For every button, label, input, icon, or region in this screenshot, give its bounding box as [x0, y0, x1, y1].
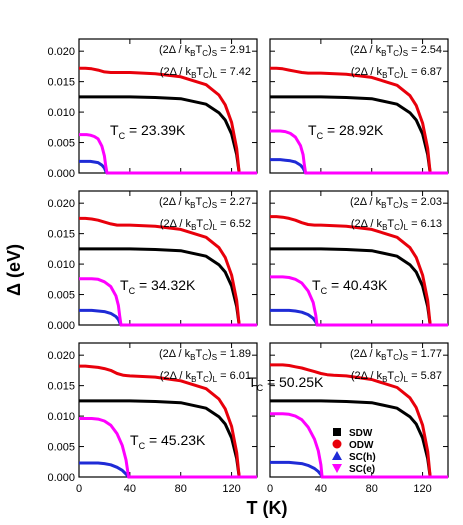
ratio-s-label: (2Δ / kBTC)S = 2.91: [159, 44, 251, 58]
ratio-l-label: (2Δ / kBTC)L = 6.01: [160, 370, 251, 384]
legend-label: SC(h): [349, 452, 376, 463]
legend-marker-sdw: [333, 428, 341, 436]
panel-6: 0 40 80 120 (2Δ / kBTC)S = 1.77 (2Δ / kBTC)L …: [248, 342, 449, 495]
ratio-l-label: (2Δ / kBTC)L = 7.42: [160, 66, 251, 80]
x-tick-label: 120: [222, 483, 240, 495]
ratio-s-label: (2Δ / kBTC)S = 2.03: [350, 196, 442, 210]
series-line-odw: [79, 66, 241, 174]
y-tick-label: 0.010: [47, 107, 75, 119]
legend-label: ODW: [349, 440, 374, 451]
y-tick-label: 0.005: [47, 290, 75, 302]
ratio-l-label: (2Δ / kBTC)L = 6.87: [351, 66, 442, 80]
x-tick-label: 0: [267, 483, 273, 495]
y-axis-label: Δ (eV): [4, 244, 24, 296]
series-line-sdw: [79, 399, 241, 478]
legend-label: SC(e): [349, 464, 375, 475]
tc-label: TC = 50.25K: [248, 374, 324, 393]
y-tick-label: 0.020: [47, 46, 75, 58]
panel-frame: [269, 38, 449, 174]
y-tick-label: 0.020: [47, 350, 75, 362]
y-tick-label: 0.000: [47, 168, 75, 180]
series-line-odw: [270, 215, 432, 326]
ratio-l-label: (2Δ / kBTC)L = 5.87: [351, 370, 442, 384]
tc-label: TC = 23.39K: [110, 122, 186, 141]
tc-label: TC = 45.23K: [130, 432, 206, 451]
ratio-s-label: (2Δ / kBTC)S = 2.54: [350, 44, 442, 58]
panel-frame: [78, 190, 258, 326]
panel-frame: [78, 342, 258, 478]
series-line-odw: [79, 216, 241, 326]
series-line-sch: [79, 461, 257, 479]
legend-marker-sch: [332, 451, 342, 460]
x-tick-label: 40: [315, 483, 327, 495]
ratio-s-label: (2Δ / kBTC)S = 2.27: [159, 196, 251, 210]
ratio-l-label: (2Δ / kBTC)L = 6.13: [351, 218, 442, 232]
legend-marker-sce: [332, 464, 342, 473]
ratio-s-label: (2Δ / kBTC)S = 1.89: [159, 348, 251, 362]
series-line-sch: [270, 158, 448, 175]
y-tick-label: 0.015: [47, 229, 75, 241]
panel-3: 0.000 0.005 0.010 0.015 0.020 (2Δ / kBTC)S = …: [47, 190, 258, 332]
y-tick-label: 0.015: [47, 381, 75, 393]
series-line-sce: [79, 417, 257, 479]
panels: 0.000 0.005 0.010 0.015 0.020 (2Δ / kBTC)S = …: [47, 38, 449, 495]
series-line-odw: [270, 66, 432, 174]
y-tick-label: 0.010: [47, 411, 75, 423]
x-tick-label: 120: [413, 483, 431, 495]
series-line-sdw: [270, 95, 432, 174]
x-tick-label: 40: [124, 483, 136, 495]
panel-1: 0.000 0.005 0.010 0.015 0.020 (2Δ / kBTC)S = …: [47, 38, 258, 180]
series-line-sdw: [79, 247, 241, 326]
series-line-sce: [270, 275, 448, 327]
y-tick-label: 0.000: [47, 472, 75, 484]
panel-frame: [78, 38, 258, 174]
y-tick-label: 0.020: [47, 198, 75, 210]
series-line-sdw: [79, 95, 241, 174]
x-tick-label: 0: [76, 483, 82, 495]
y-tick-label: 0.005: [47, 138, 75, 150]
panel-5: 0.000 0.005 0.010 0.015 0.020 0 40 80 120 (2Δ / k…: [47, 342, 258, 495]
y-tick-label: 0.015: [47, 77, 75, 89]
series-line-sch: [270, 308, 448, 327]
panel-4: (2Δ / kBTC)S = 2.03 (2Δ / kBTC)L = 6.13 TC…: [269, 190, 449, 327]
legend-label: SDW: [349, 428, 373, 439]
y-tick-label: 0.000: [47, 320, 75, 332]
x-tick-label: 80: [175, 483, 187, 495]
series-line-sch: [79, 308, 257, 327]
series-line-odw: [270, 363, 432, 478]
y-tick-label: 0.010: [47, 259, 75, 271]
series-line-sdw: [270, 247, 432, 326]
ratio-l-label: (2Δ / kBTC)L = 6.52: [160, 218, 251, 232]
series-line-sce: [79, 277, 257, 327]
series-line-sce: [79, 133, 257, 175]
panel-frame: [269, 190, 449, 326]
tc-label: TC = 34.32K: [120, 277, 196, 296]
y-tick-label: 0.005: [47, 442, 75, 454]
x-axis-label: T (K): [247, 498, 288, 518]
series-line-sce: [270, 129, 448, 175]
panel-2: (2Δ / kBTC)S = 2.54 (2Δ / kBTC)L = 6.87 TC…: [269, 38, 449, 175]
ratio-s-label: (2Δ / kBTC)S = 1.77: [350, 348, 442, 362]
legend-marker-odw: [332, 439, 342, 449]
tc-label: TC = 40.43K: [312, 277, 388, 296]
series-line-sce: [270, 412, 448, 479]
tc-label: TC = 28.92K: [308, 122, 384, 141]
x-tick-label: 80: [366, 483, 378, 495]
series-line-sdw: [270, 399, 432, 478]
series-line-odw: [79, 364, 241, 478]
